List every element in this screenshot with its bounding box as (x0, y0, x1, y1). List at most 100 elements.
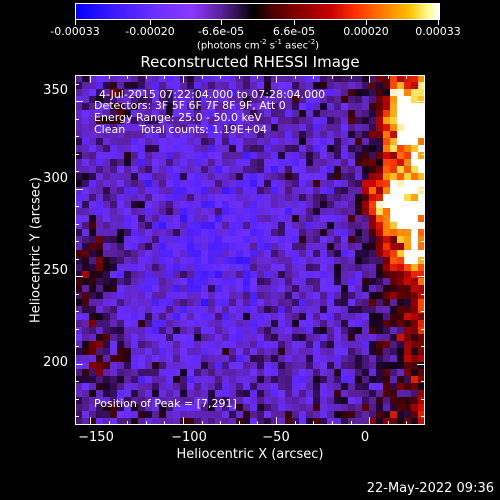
image-pixel (82, 89, 90, 97)
image-pixel (397, 334, 405, 342)
image-pixel (110, 89, 118, 97)
image-pixel (418, 306, 425, 314)
image-pixel (299, 180, 307, 188)
image-pixel (418, 229, 425, 237)
image-pixel (320, 334, 328, 342)
image-pixel (124, 376, 132, 384)
image-pixel (383, 306, 391, 314)
image-pixel (313, 299, 321, 307)
image-pixel (89, 229, 97, 237)
image-pixel (96, 404, 104, 412)
image-pixel (145, 390, 153, 398)
image-pixel (369, 376, 377, 384)
image-pixel (159, 320, 167, 328)
image-pixel (138, 369, 146, 377)
image-pixel (201, 117, 209, 125)
x-minor-tick (406, 421, 408, 425)
image-pixel (320, 236, 328, 244)
image-pixel (411, 110, 419, 118)
image-pixel (138, 418, 146, 425)
image-pixel (383, 124, 391, 132)
image-pixel (278, 376, 286, 384)
image-pixel (222, 299, 230, 307)
image-pixel (334, 411, 342, 419)
image-pixel (82, 383, 90, 391)
image-pixel (334, 243, 342, 251)
image-pixel (82, 145, 90, 153)
image-pixel (180, 124, 188, 132)
image-pixel (292, 390, 300, 398)
image-pixel (299, 334, 307, 342)
image-pixel (348, 369, 356, 377)
image-pixel (131, 376, 139, 384)
image-pixel (257, 334, 265, 342)
image-pixel (369, 271, 377, 279)
image-pixel (369, 145, 377, 153)
image-pixel (208, 327, 216, 335)
image-pixel (404, 215, 412, 223)
image-pixel (131, 110, 139, 118)
image-pixel (264, 194, 272, 202)
image-pixel (117, 201, 125, 209)
image-pixel (96, 117, 104, 125)
image-pixel (397, 390, 405, 398)
image-pixel (75, 215, 83, 223)
image-pixel (138, 96, 146, 104)
image-pixel (138, 110, 146, 118)
image-pixel (194, 264, 202, 272)
image-pixel (215, 159, 223, 167)
image-pixel (138, 75, 146, 83)
image-pixel (285, 404, 293, 412)
image-pixel (418, 250, 425, 258)
image-pixel (236, 348, 244, 356)
image-pixel (376, 313, 384, 321)
image-pixel (383, 138, 391, 146)
image-pixel (313, 89, 321, 97)
image-pixel (369, 313, 377, 321)
image-pixel (404, 369, 412, 377)
image-pixel (208, 292, 216, 300)
image-pixel (334, 397, 342, 405)
image-pixel (299, 75, 307, 83)
x-minor-tick (257, 421, 259, 425)
image-pixel (187, 334, 195, 342)
image-pixel (110, 215, 118, 223)
image-pixel (145, 292, 153, 300)
image-pixel (166, 411, 174, 419)
image-pixel (208, 75, 216, 83)
image-pixel (320, 383, 328, 391)
image-pixel (320, 187, 328, 195)
y-minor-tick (75, 381, 79, 383)
image-pixel (383, 299, 391, 307)
image-pixel (180, 159, 188, 167)
image-pixel (96, 390, 104, 398)
colorbar-units: (photons cm-2 s-1 asec-2) (196, 38, 320, 52)
image-pixel (236, 180, 244, 188)
image-pixel (418, 327, 425, 335)
image-pixel (362, 131, 370, 139)
image-pixel (397, 264, 405, 272)
image-pixel (180, 264, 188, 272)
image-pixel (145, 208, 153, 216)
image-pixel (418, 390, 425, 398)
image-pixel (383, 222, 391, 230)
image-pixel (166, 334, 174, 342)
image-pixel (103, 327, 111, 335)
image-pixel (215, 264, 223, 272)
image-pixel (278, 194, 286, 202)
image-pixel (390, 327, 398, 335)
image-pixel (397, 180, 405, 188)
image-pixel (75, 124, 83, 132)
image-pixel (397, 103, 405, 111)
image-pixel (292, 194, 300, 202)
image-pixel (236, 397, 244, 405)
image-pixel (362, 166, 370, 174)
image-pixel (334, 264, 342, 272)
image-pixel (82, 313, 90, 321)
image-pixel (292, 145, 300, 153)
image-pixel (299, 292, 307, 300)
image-pixel (124, 173, 132, 181)
image-pixel (82, 194, 90, 202)
image-pixel (131, 383, 139, 391)
image-pixel (243, 82, 251, 90)
